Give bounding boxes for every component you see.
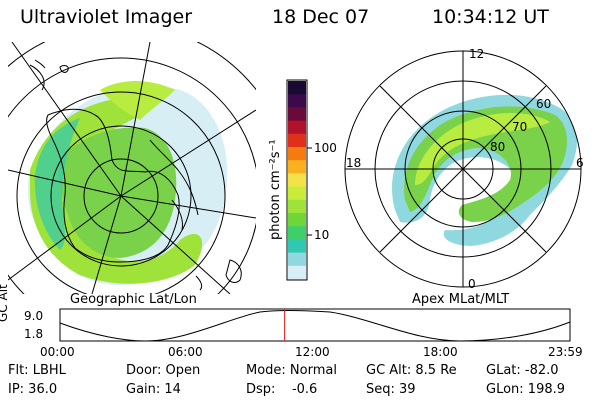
info-seq: Seq: 39 [366, 382, 416, 397]
right-panel-caption: Apex MLat/MLT [412, 292, 510, 307]
info-door: Door: Open [126, 363, 201, 378]
colorbar-tick-100: 100 [314, 141, 337, 155]
mlat-label-60: 60 [536, 97, 552, 111]
info-glon: GLon: 198.9 [486, 382, 566, 397]
colorbar-ticks [307, 147, 312, 236]
info-dsp: Dsp: -0.6 [246, 382, 318, 397]
aurora-arc-top [100, 81, 175, 120]
instrument-title: Ultraviolet Imager [20, 6, 193, 28]
colorbar-stripe [288, 239, 306, 254]
mlt-label-bottom: 0 [468, 277, 476, 291]
aurora-core-left [59, 127, 177, 258]
colorbar-stripe [288, 160, 306, 174]
colorbar [286, 79, 308, 281]
info-mode: Mode: Normal [246, 363, 337, 378]
info-gain: Gain: 14 [126, 382, 181, 397]
altitude-y-label: GC Alt [0, 284, 10, 322]
colorbar-stripe [288, 94, 306, 108]
aurora-edge-left [34, 118, 80, 250]
colorbar-stripe [288, 199, 306, 214]
colorbar-stripe [288, 107, 306, 122]
altitude-plot [59, 308, 571, 342]
colorbar-stripe [288, 213, 306, 227]
time-label: 10:34:12 UT [432, 6, 549, 28]
mlt-grid [345, 51, 581, 287]
colorbar-stripe [288, 252, 306, 267]
altitude-x-tick-4: 23:59 [548, 345, 583, 359]
altitude-x-tick-3: 18:00 [423, 345, 458, 359]
colorbar-unit-label: photon cm⁻²s⁻¹ [268, 139, 283, 240]
colorbar-stripe [288, 147, 306, 161]
colorbar-stripe [288, 226, 306, 240]
info-flt: Flt: LBHL [8, 363, 66, 378]
aurora-arc-right [415, 113, 550, 185]
colorbar-stripe [288, 81, 306, 95]
date-label: 18 Dec 07 [272, 6, 370, 28]
colorbar-stripes [288, 81, 306, 280]
altitude-x-tick-0: 00:00 [40, 345, 75, 359]
altitude-curve [59, 310, 571, 342]
colorbar-stripe [288, 173, 306, 188]
colorbar-tick-10: 10 [314, 228, 330, 242]
mlat-label-70: 70 [512, 120, 528, 134]
mlt-label-right: 6 [576, 156, 584, 170]
altitude-y-tick-top: 9.0 [24, 309, 44, 323]
colorbar-stripe [288, 186, 306, 201]
altitude-y-tick-bottom: 1.8 [24, 327, 44, 341]
mlt-label-top: 12 [469, 47, 485, 61]
altitude-x-tick-1: 06:00 [168, 345, 203, 359]
aurora-oval-left [30, 97, 203, 284]
longitude-grid [8, 42, 256, 294]
colorbar-stripe [288, 265, 306, 280]
colorbar-stripe [288, 133, 306, 148]
colorbar-stripe [288, 120, 306, 135]
coastline [29, 59, 242, 291]
latitude-grid [8, 42, 256, 294]
info-gc-alt: GC Alt: 8.5 Re [366, 363, 457, 378]
mlt-label-left: 18 [346, 156, 362, 170]
left-panel-caption: Geographic Lat/Lon [70, 292, 197, 307]
info-ip: IP: 36.0 [8, 382, 58, 397]
mlat-label-80: 80 [490, 140, 506, 154]
info-glat: GLat: -82.0 [486, 363, 559, 378]
altitude-x-tick-2: 12:00 [295, 345, 330, 359]
